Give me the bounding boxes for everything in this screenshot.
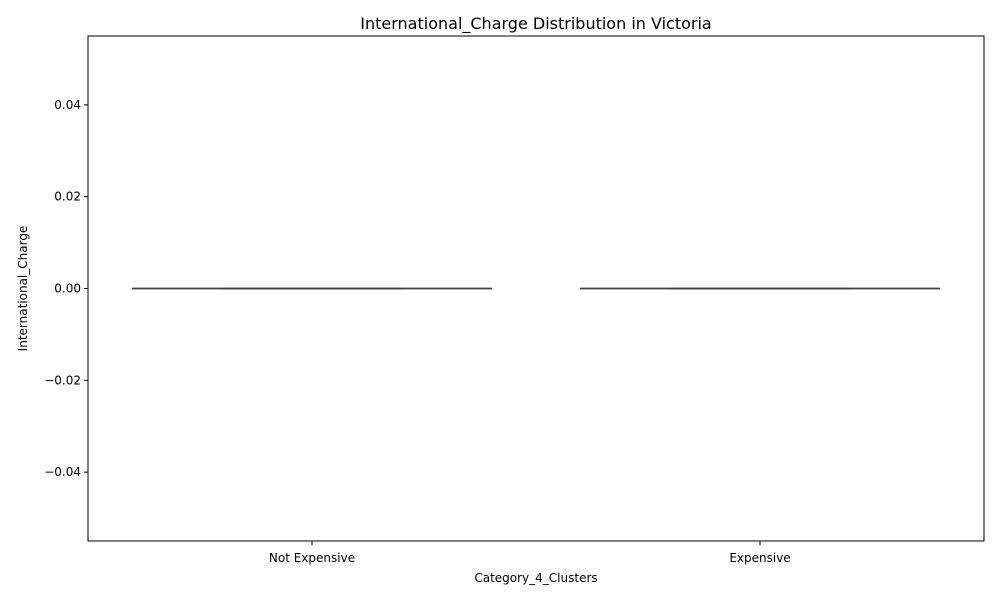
x-tick-label: Not Expensive [269,551,355,565]
y-tick-label: 0.04 [54,98,81,112]
y-tick-label: 0.02 [54,190,81,204]
y-tick-label: −0.04 [44,465,81,479]
x-tick-label: Expensive [729,551,790,565]
chart-title: International_Charge Distribution in Vic… [360,14,711,34]
y-axis-label: International_Charge [16,226,30,352]
y-tick-label: −0.02 [44,373,81,387]
y-tick-label: 0.00 [54,282,81,296]
x-axis-label: Category_4_Clusters [474,571,597,585]
